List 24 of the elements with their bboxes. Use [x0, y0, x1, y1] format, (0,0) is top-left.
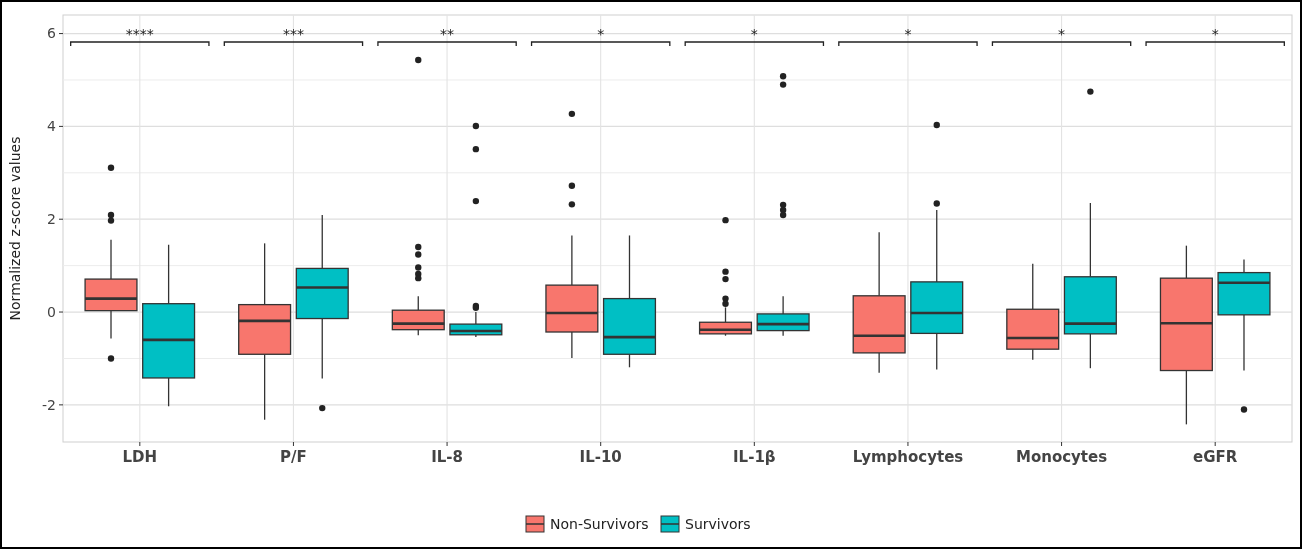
x-tick-label: IL-8 [431, 448, 463, 466]
x-tick-label: Monocytes [1015, 448, 1108, 466]
x-tick-label: IL-1β [733, 448, 776, 466]
y-tick-label: 2 [47, 211, 56, 228]
annotation: * [904, 26, 912, 42]
annotation: * [750, 26, 758, 42]
annotation: * [597, 26, 605, 42]
y-tick-label: -2 [42, 396, 56, 413]
x-tick-label: IL-10 [579, 448, 622, 466]
legend-label: Non-Survivors [550, 515, 649, 532]
x-tick-label: eGFR [1193, 448, 1238, 466]
y-axis-title: Normalized z-score values [7, 136, 23, 321]
y-tick-label: 0 [47, 303, 56, 320]
y-tick-label: 6 [47, 25, 57, 42]
x-tick-label: Lymphocytes [852, 448, 964, 466]
annotation: *** [282, 26, 304, 42]
legend-label: Survivors [685, 515, 751, 532]
x-tick-label: P/F [280, 448, 307, 466]
annotation: * [1058, 26, 1066, 42]
annotation: ** [440, 26, 455, 42]
annotation: **** [125, 26, 154, 42]
x-tick-label: LDH [122, 448, 158, 466]
annotation: * [1211, 26, 1219, 42]
y-tick-label: 4 [47, 118, 57, 135]
